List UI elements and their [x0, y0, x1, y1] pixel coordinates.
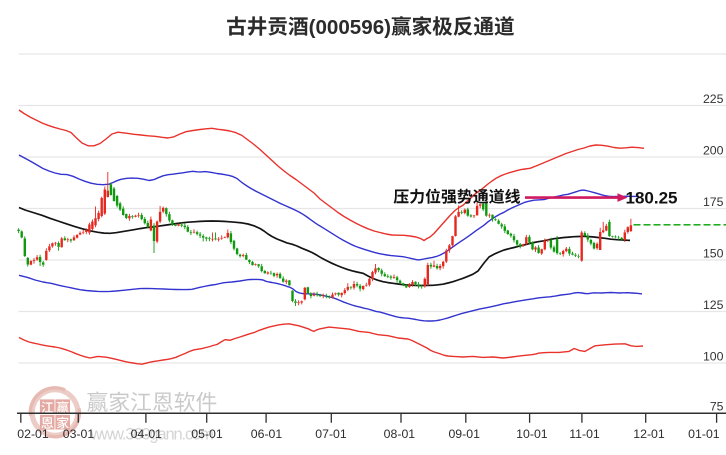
svg-text:02-01: 02-01: [17, 427, 49, 441]
svg-text:75: 75: [710, 400, 724, 414]
svg-text:06-01: 06-01: [251, 427, 283, 441]
svg-text:225: 225: [703, 92, 724, 106]
svg-text:07-01: 07-01: [315, 427, 347, 441]
svg-text:05-01: 05-01: [191, 427, 223, 441]
svg-text:12-01: 12-01: [633, 427, 665, 441]
svg-text:10-01: 10-01: [516, 427, 548, 441]
svg-text:11-01: 11-01: [569, 427, 600, 441]
svg-text:www.360gann.com: www.360gann.com: [90, 425, 214, 443]
svg-text:04-01: 04-01: [131, 427, 163, 441]
svg-text:03-01: 03-01: [63, 427, 95, 441]
svg-text:175: 175: [703, 195, 724, 209]
svg-text:100: 100: [703, 350, 724, 364]
svg-text:200: 200: [703, 144, 724, 158]
svg-text:01-01: 01-01: [688, 427, 720, 441]
svg-text:125: 125: [703, 298, 724, 312]
svg-text:(000596): (000596): [309, 16, 391, 39]
svg-text:150: 150: [703, 247, 724, 261]
svg-text:08-01: 08-01: [384, 427, 416, 441]
svg-text:180.25: 180.25: [626, 188, 678, 207]
svg-text:09-01: 09-01: [448, 427, 480, 441]
